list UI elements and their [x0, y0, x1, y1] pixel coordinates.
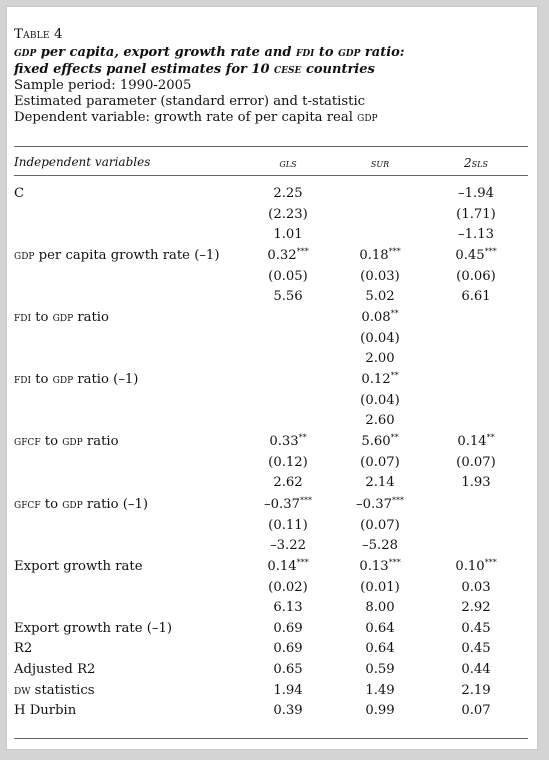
stat-sur-cell: 0.64	[365, 641, 395, 656]
tsls-std-error-cell: (0.07)	[456, 454, 496, 470]
sample-period: Sample period: 1990-2005	[14, 78, 192, 93]
header-rule-top	[14, 146, 528, 147]
gls-std-error-cell: (2.23)	[268, 206, 308, 222]
stat-2sls-cell: 0.07	[461, 703, 491, 718]
sur-std-error-cell: (0.03)	[360, 268, 400, 284]
sur-t-stat-cell: 2.00	[365, 351, 395, 367]
row-label: fdi to gdp ratio	[14, 310, 109, 325]
table-rule-end	[14, 738, 528, 739]
stat-sur-cell: 1.49	[365, 683, 395, 698]
row-label: fdi to gdp ratio (–1)	[14, 372, 139, 387]
sur-std-error-cell: (0.07)	[360, 517, 400, 533]
gls-estimate-cell: 0.32***	[267, 247, 309, 264]
subtitle-line-2-text: fixed effects panel estimates for 10 ces…	[14, 62, 375, 77]
tsls-t-stat-cell: 1.93	[461, 475, 491, 491]
row-label: Export growth rate	[14, 559, 143, 574]
table-subtitle-line-1: gdp per capita, export growth rate and f…	[14, 45, 405, 60]
sur-std-error-cell: (0.04)	[360, 392, 400, 408]
tsls-t-stat-cell: 2.92	[461, 600, 491, 616]
stat-2sls-cell: 0.45	[461, 641, 491, 656]
gls-t-stat-cell: 5.56	[273, 289, 303, 305]
sur-estimate-cell: 0.13***	[359, 558, 401, 575]
sur-estimate-cell: –0.37***	[356, 496, 404, 513]
table-card	[6, 6, 538, 750]
tsls-estimate-cell: 0.45	[461, 621, 491, 636]
stat-gls-cell: 0.69	[273, 641, 303, 656]
sur-std-error-cell: (0.01)	[360, 579, 400, 595]
stat-label: dw statistics	[14, 683, 95, 698]
gls-t-stat-cell: –3.22	[270, 538, 306, 554]
gls-estimate-cell: 0.33**	[269, 433, 307, 450]
table-label: Table 4	[14, 27, 63, 42]
row-label: gdp per capita growth rate (–1)	[14, 248, 220, 263]
row-label: gfcf to gdp ratio (–1)	[14, 497, 149, 512]
tsls-estimate-cell: –1.94	[458, 186, 494, 201]
sur-std-error-cell: (0.04)	[360, 330, 400, 346]
col-header-gls: gls	[279, 156, 297, 170]
gls-t-stat-cell: 2.62	[273, 475, 303, 491]
gls-std-error-cell: (0.11)	[268, 517, 308, 533]
table-header: Table 4 gdp per capita, export growth ra…	[14, 27, 520, 126]
sur-estimate-cell: 0.64	[365, 621, 395, 636]
sur-t-stat-cell: 8.00	[365, 600, 395, 616]
table-subtitle-line-2: fixed effects panel estimates for 10 ces…	[14, 61, 520, 78]
header-rule-bottom	[14, 175, 528, 176]
tsls-std-error-cell: 0.03	[461, 579, 491, 595]
gls-std-error-cell: (0.05)	[268, 268, 308, 284]
gls-estimate-cell: 2.25	[273, 186, 303, 201]
tsls-t-stat-cell: 6.61	[461, 289, 491, 305]
gls-t-stat-cell: 1.01	[273, 227, 303, 243]
gls-estimate-cell: 0.14***	[267, 558, 309, 575]
gls-estimate-cell: –0.37***	[264, 496, 312, 513]
sur-std-error-cell: (0.07)	[360, 454, 400, 470]
sur-t-stat-cell: 2.14	[365, 475, 395, 491]
gls-t-stat-cell: 6.13	[273, 600, 303, 616]
col-header-sur: sur	[370, 156, 390, 170]
stat-label: R2	[14, 641, 33, 656]
tsls-estimate-cell: 0.45***	[455, 247, 497, 264]
stat-gls-cell: 1.94	[273, 683, 303, 698]
sur-t-stat-cell: –5.28	[362, 538, 398, 554]
stat-gls-cell: 0.39	[273, 703, 303, 718]
sur-estimate-cell: 0.12**	[361, 371, 399, 388]
sur-t-stat-cell: 2.60	[365, 413, 395, 429]
tsls-std-error-cell: (1.71)	[456, 206, 496, 222]
stat-sur-cell: 0.59	[365, 662, 395, 677]
sur-t-stat-cell: 5.02	[365, 289, 395, 305]
estimated-parameter-note: Estimated parameter (standard error) and…	[14, 94, 366, 109]
col-header-independent: Independent variables	[14, 155, 151, 169]
tsls-estimate-cell: 0.10***	[455, 558, 497, 575]
dependent-variable-note: Dependent variable: growth rate of per c…	[14, 110, 378, 125]
col-header-2sls: 2sls	[464, 156, 488, 170]
tsls-std-error-cell: (0.06)	[456, 268, 496, 284]
gls-std-error-cell: (0.02)	[268, 579, 308, 595]
stat-label: H Durbin	[14, 703, 77, 718]
tsls-t-stat-cell: –1.13	[458, 227, 494, 243]
stat-2sls-cell: 0.44	[461, 662, 491, 677]
stat-2sls-cell: 2.19	[461, 683, 491, 698]
gls-std-error-cell: (0.12)	[268, 454, 308, 470]
tsls-estimate-cell: 0.14**	[457, 433, 495, 450]
stat-gls-cell: 0.65	[273, 662, 303, 677]
sur-estimate-cell: 0.08**	[361, 309, 399, 326]
row-label: C	[14, 186, 25, 201]
row-label: Export growth rate (–1)	[14, 621, 173, 636]
sur-estimate-cell: 5.60**	[361, 433, 399, 450]
row-label: gfcf to gdp ratio	[14, 434, 119, 449]
gls-estimate-cell: 0.69	[273, 621, 303, 636]
stat-label: Adjusted R2	[14, 662, 96, 677]
sur-estimate-cell: 0.18***	[359, 247, 401, 264]
stat-sur-cell: 0.99	[365, 703, 395, 718]
